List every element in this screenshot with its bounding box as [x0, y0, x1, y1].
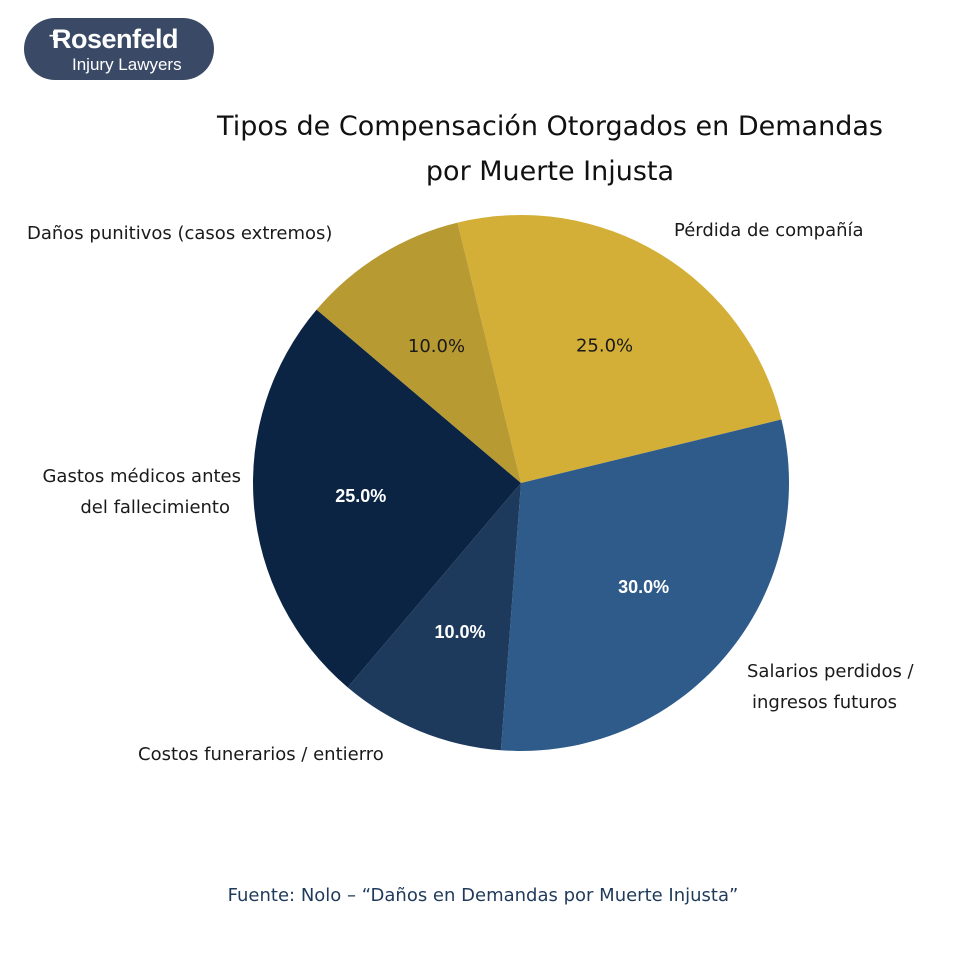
source-note: Fuente: Nolo – “Daños en Demandas por Mu… [227, 885, 739, 906]
pie-slice [457, 214, 782, 483]
slice-percent-label: 30.0% [618, 577, 669, 597]
pie-slice [500, 419, 790, 751]
slice-percent-label: 25.0% [576, 336, 633, 357]
slice-percent-label: 10.0% [434, 622, 485, 642]
label-salarios: Salarios perdidos / ingresos futuros [747, 656, 914, 718]
label-salarios-line2: ingresos futuros [752, 692, 898, 713]
title-line-2: por Muerte Injusta [425, 156, 675, 187]
plus-icon: + [48, 28, 60, 44]
slice-percent-label: 25.0% [335, 486, 386, 506]
label-danos: Daños punitivos (casos extremos) [27, 223, 333, 244]
pie-slice [347, 483, 521, 751]
label-perdida: Pérdida de compañía [674, 220, 864, 241]
pie-slice [316, 222, 521, 484]
chart-title: Tipos de Compensación Otorgados en Deman… [0, 104, 980, 194]
logo-name: Rosenfeld [52, 24, 179, 54]
label-gastos-line1: Gastos médicos antes [42, 466, 241, 487]
label-gastos: Gastos médicos antes del fallecimiento [19, 461, 241, 523]
title-line-1: Tipos de Compensación Otorgados en Deman… [217, 111, 883, 142]
pie-slice [252, 309, 521, 688]
label-salarios-line1: Salarios perdidos / [747, 661, 914, 682]
logo-tagline: Injury Lawyers [72, 55, 182, 74]
label-gastos-line2: del fallecimiento [80, 497, 230, 518]
label-costos: Costos funerarios / entierro [138, 744, 384, 765]
slice-percent-label: 10.0% [408, 336, 465, 357]
rosenfeld-logo: + Rosenfeld Injury Lawyers [24, 18, 214, 80]
